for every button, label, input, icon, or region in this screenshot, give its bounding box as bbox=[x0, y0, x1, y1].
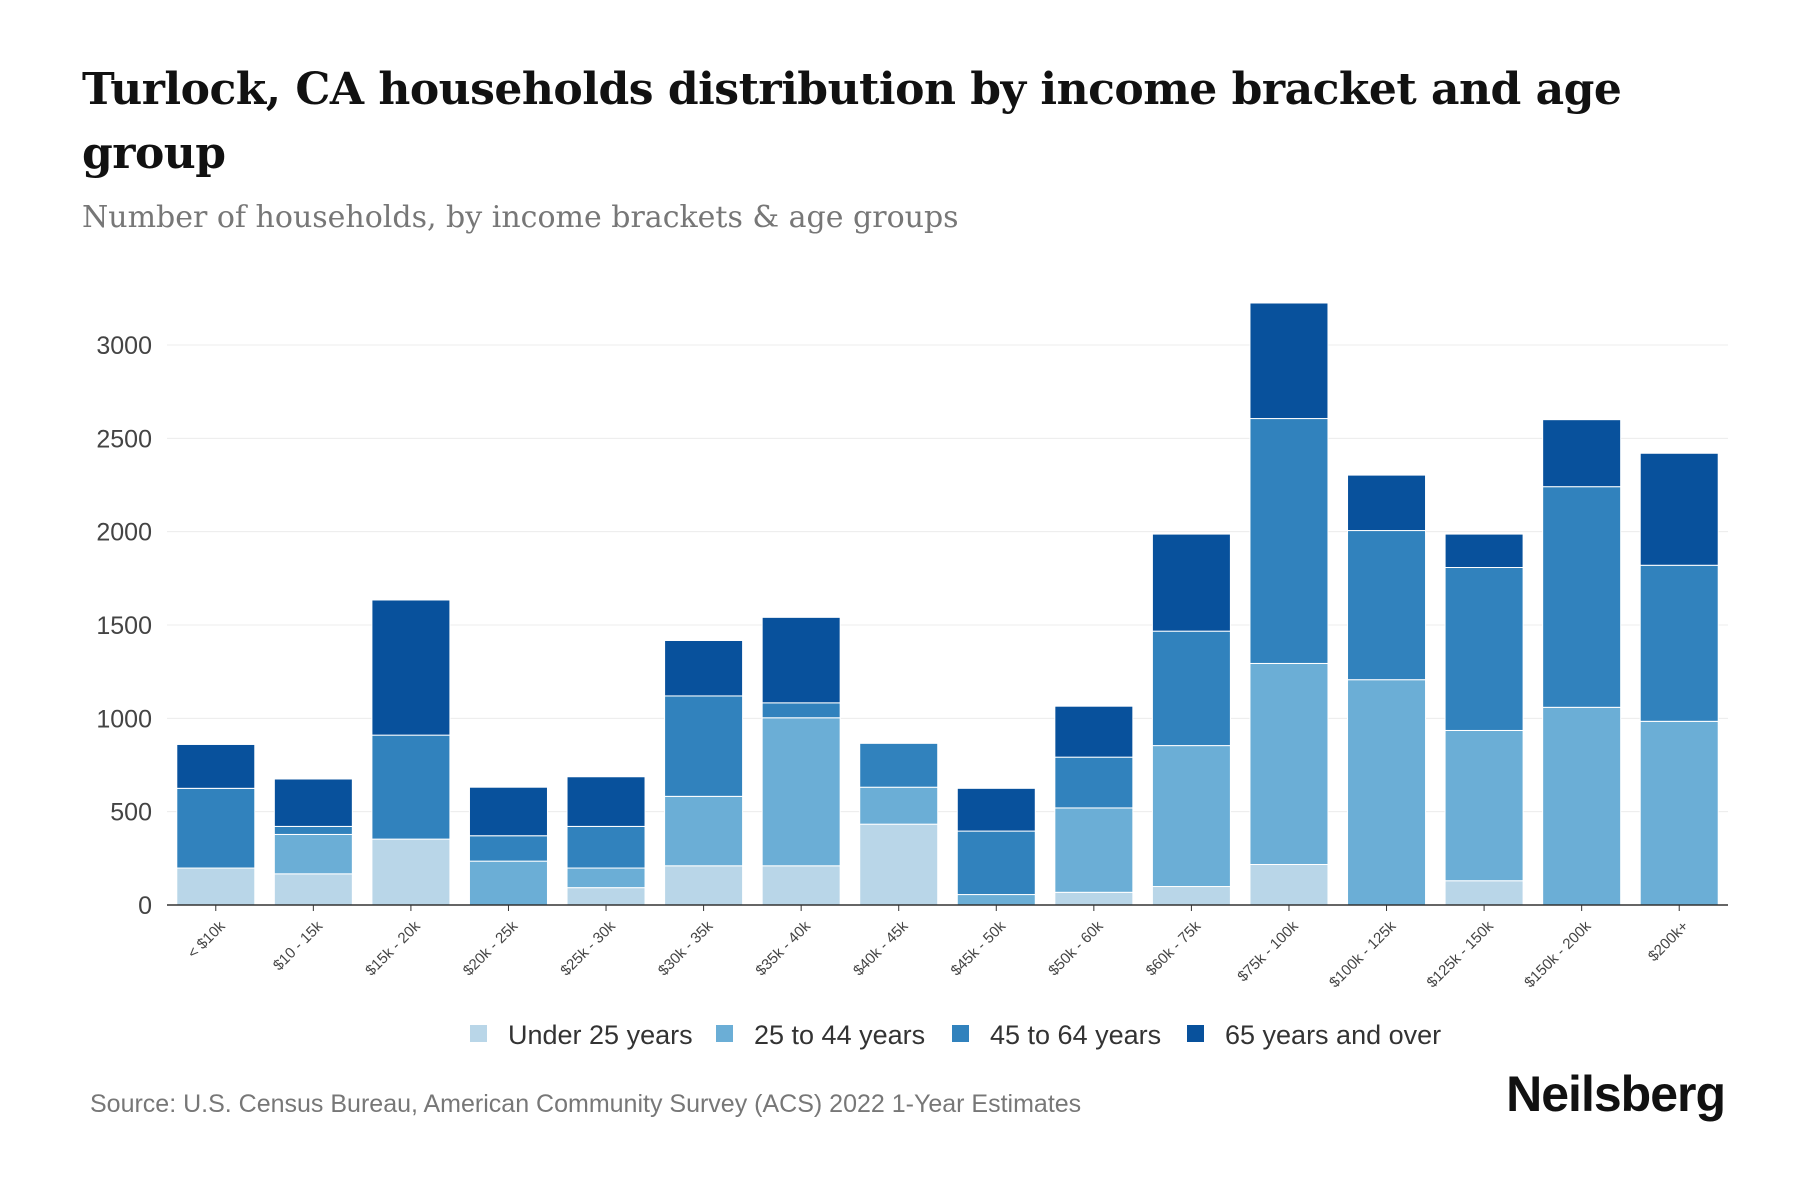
bar-segment bbox=[1542, 419, 1622, 488]
bar-segment bbox=[566, 887, 646, 906]
bar-segment bbox=[1249, 302, 1329, 420]
bar-segment bbox=[956, 894, 1036, 906]
bar-segment bbox=[468, 786, 548, 837]
legend-label: 65 years and over bbox=[1225, 1020, 1441, 1050]
bar-segment bbox=[1249, 662, 1329, 865]
y-tick-label: 1500 bbox=[96, 612, 152, 640]
bar-segment bbox=[859, 786, 939, 825]
y-tick-label: 2500 bbox=[96, 425, 152, 453]
bar-segment bbox=[1347, 679, 1427, 906]
bar-segment bbox=[1151, 886, 1231, 906]
legend-label: 25 to 44 years bbox=[754, 1020, 925, 1050]
y-tick-label: 0 bbox=[138, 892, 152, 920]
chart-title: Turlock, CA households distribution by i… bbox=[82, 64, 1622, 179]
y-tick-label: 3000 bbox=[96, 332, 152, 360]
bar-segment bbox=[468, 835, 548, 862]
bar-segment bbox=[176, 787, 256, 869]
legend-swatch bbox=[716, 1025, 733, 1042]
bar-segment bbox=[273, 833, 353, 875]
legend-label: Under 25 years bbox=[508, 1020, 693, 1050]
x-tick-label: $35k - 40k bbox=[752, 917, 814, 979]
bar-segment bbox=[1347, 530, 1427, 681]
legend-swatch bbox=[1187, 1025, 1204, 1042]
x-tick-label: $200k+ bbox=[1645, 918, 1692, 965]
bar-segment bbox=[1054, 756, 1134, 809]
bar-segment bbox=[761, 702, 841, 719]
bar-segment bbox=[1639, 720, 1719, 906]
bar-segment bbox=[1444, 729, 1524, 882]
legend-swatch bbox=[470, 1025, 487, 1042]
bar-segment bbox=[1639, 452, 1719, 566]
bar-segment bbox=[761, 616, 841, 704]
x-tick-label: $15k - 20k bbox=[362, 917, 424, 979]
bar-segment bbox=[273, 873, 353, 906]
bar-segment bbox=[956, 787, 1036, 832]
bar-segment bbox=[273, 778, 353, 827]
x-tick-label: $10 - 15k bbox=[270, 917, 327, 974]
bar-segment bbox=[566, 867, 646, 889]
bar-segment bbox=[1054, 705, 1134, 758]
x-tick-label: $20k - 25k bbox=[460, 917, 522, 979]
bar-segment bbox=[371, 838, 451, 906]
y-tick-label: 2000 bbox=[96, 519, 152, 547]
legend-label: 45 to 64 years bbox=[990, 1020, 1161, 1050]
x-tick-label: $50k - 60k bbox=[1045, 917, 1107, 979]
bar-segment bbox=[1249, 863, 1329, 906]
source-note: Source: U.S. Census Bureau, American Com… bbox=[90, 1090, 1082, 1118]
x-tick-label: $100k - 125k bbox=[1326, 917, 1400, 991]
bar-segment bbox=[176, 743, 256, 789]
bar-segment bbox=[664, 795, 744, 867]
bar-segment bbox=[1639, 564, 1719, 722]
bar-segment bbox=[664, 639, 744, 697]
bar-segment bbox=[371, 599, 451, 736]
bar-segment bbox=[1444, 567, 1524, 731]
bar-segment bbox=[1542, 706, 1622, 906]
x-tick-label: $45k - 50k bbox=[948, 917, 1010, 979]
bar-segment bbox=[1249, 418, 1329, 664]
bar-segment bbox=[1444, 533, 1524, 569]
bar-segment bbox=[1054, 891, 1134, 906]
bar-segment bbox=[664, 865, 744, 906]
neilsberg-logo: Neilsberg bbox=[1506, 1066, 1726, 1122]
bar-segment bbox=[273, 825, 353, 835]
x-tick-label: $150k - 200k bbox=[1521, 917, 1595, 991]
x-tick-label: $40k - 45k bbox=[850, 917, 912, 979]
bar-segment bbox=[1054, 807, 1134, 893]
y-tick-label: 500 bbox=[110, 799, 152, 827]
bar-segment bbox=[566, 776, 646, 827]
bar-segment bbox=[468, 860, 548, 906]
bar-segment bbox=[1347, 474, 1427, 532]
bar-segment bbox=[761, 865, 841, 906]
bar-segment bbox=[566, 825, 646, 869]
x-tick-label: $60k - 75k bbox=[1143, 917, 1205, 979]
bar-segment bbox=[664, 695, 744, 797]
bar-segment bbox=[371, 734, 451, 840]
x-tick-label: $25k - 30k bbox=[557, 917, 619, 979]
bar-segment bbox=[1151, 533, 1231, 632]
bar-segment bbox=[1542, 486, 1622, 708]
x-tick-label: < $10k bbox=[184, 917, 229, 962]
bar-segment bbox=[1151, 630, 1231, 747]
x-tick-label: $30k - 35k bbox=[655, 917, 717, 979]
bar-segment bbox=[176, 867, 256, 906]
bar-segment bbox=[859, 742, 939, 788]
x-tick-label: $75k - 100k bbox=[1234, 917, 1302, 985]
x-tick-label: $125k - 150k bbox=[1424, 917, 1498, 991]
chart-subtitle: Number of households, by income brackets… bbox=[82, 200, 959, 235]
bar-segment bbox=[761, 717, 841, 867]
y-tick-label: 1000 bbox=[96, 705, 152, 733]
bar-segment bbox=[1444, 880, 1524, 906]
bar-segment bbox=[1151, 745, 1231, 888]
bar-segment bbox=[956, 830, 1036, 896]
legend-swatch bbox=[952, 1025, 969, 1042]
bar-segment bbox=[859, 823, 939, 906]
